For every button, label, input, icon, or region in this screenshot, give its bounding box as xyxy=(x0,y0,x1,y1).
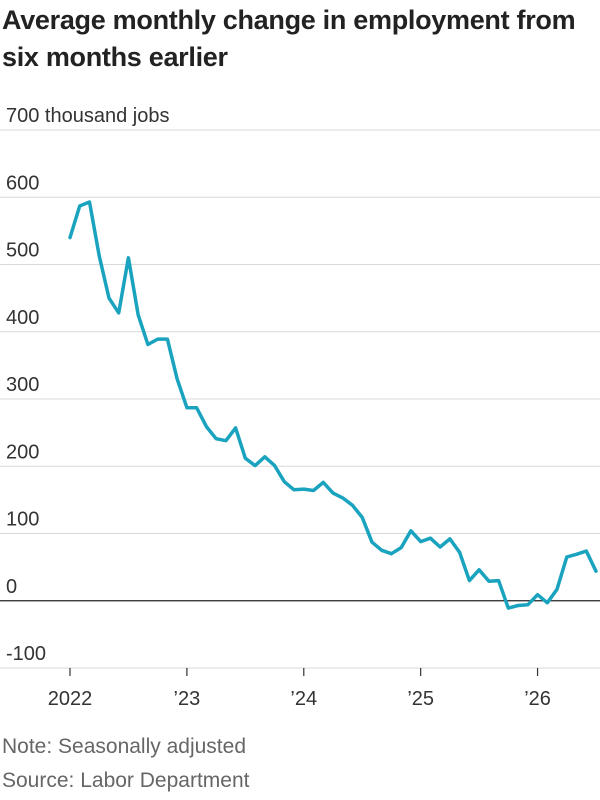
y-tick-label: 300 xyxy=(6,374,39,396)
x-tick-label: ’26 xyxy=(524,688,551,710)
x-axis: 2022 ’23 ’24 ’25 ’26 xyxy=(0,600,600,710)
chart-note: Note: Seasonally adjusted xyxy=(2,735,246,758)
y-tick-label: 500 xyxy=(6,240,39,262)
y-tick-label: 600 xyxy=(6,172,39,194)
x-tick-label: ’25 xyxy=(407,688,434,710)
x-tick-label: 2022 xyxy=(48,688,93,710)
y-tick-label: 100 xyxy=(6,509,39,531)
line-chart: 700 thousand jobs 600 500 400 300 200 100 0 -100… xyxy=(0,105,600,710)
series-line-group xyxy=(68,200,598,610)
y-tick-label: 400 xyxy=(6,307,39,329)
series-line xyxy=(68,200,598,610)
y-axis-labels: 700 thousand jobs 600 500 400 300 200 100 0 -100 xyxy=(6,105,169,665)
chart-source: Source: Labor Department xyxy=(2,769,250,792)
x-tick-label: ’24 xyxy=(290,688,317,710)
y-tick-label: 700 thousand jobs xyxy=(6,105,169,127)
y-tick-label: 200 xyxy=(6,441,39,463)
page-title: Average monthly change in employment fro… xyxy=(2,5,576,72)
y-tick-label: -100 xyxy=(6,643,46,665)
x-tick-label: ’23 xyxy=(174,688,201,710)
y-tick-label: 0 xyxy=(6,576,17,598)
